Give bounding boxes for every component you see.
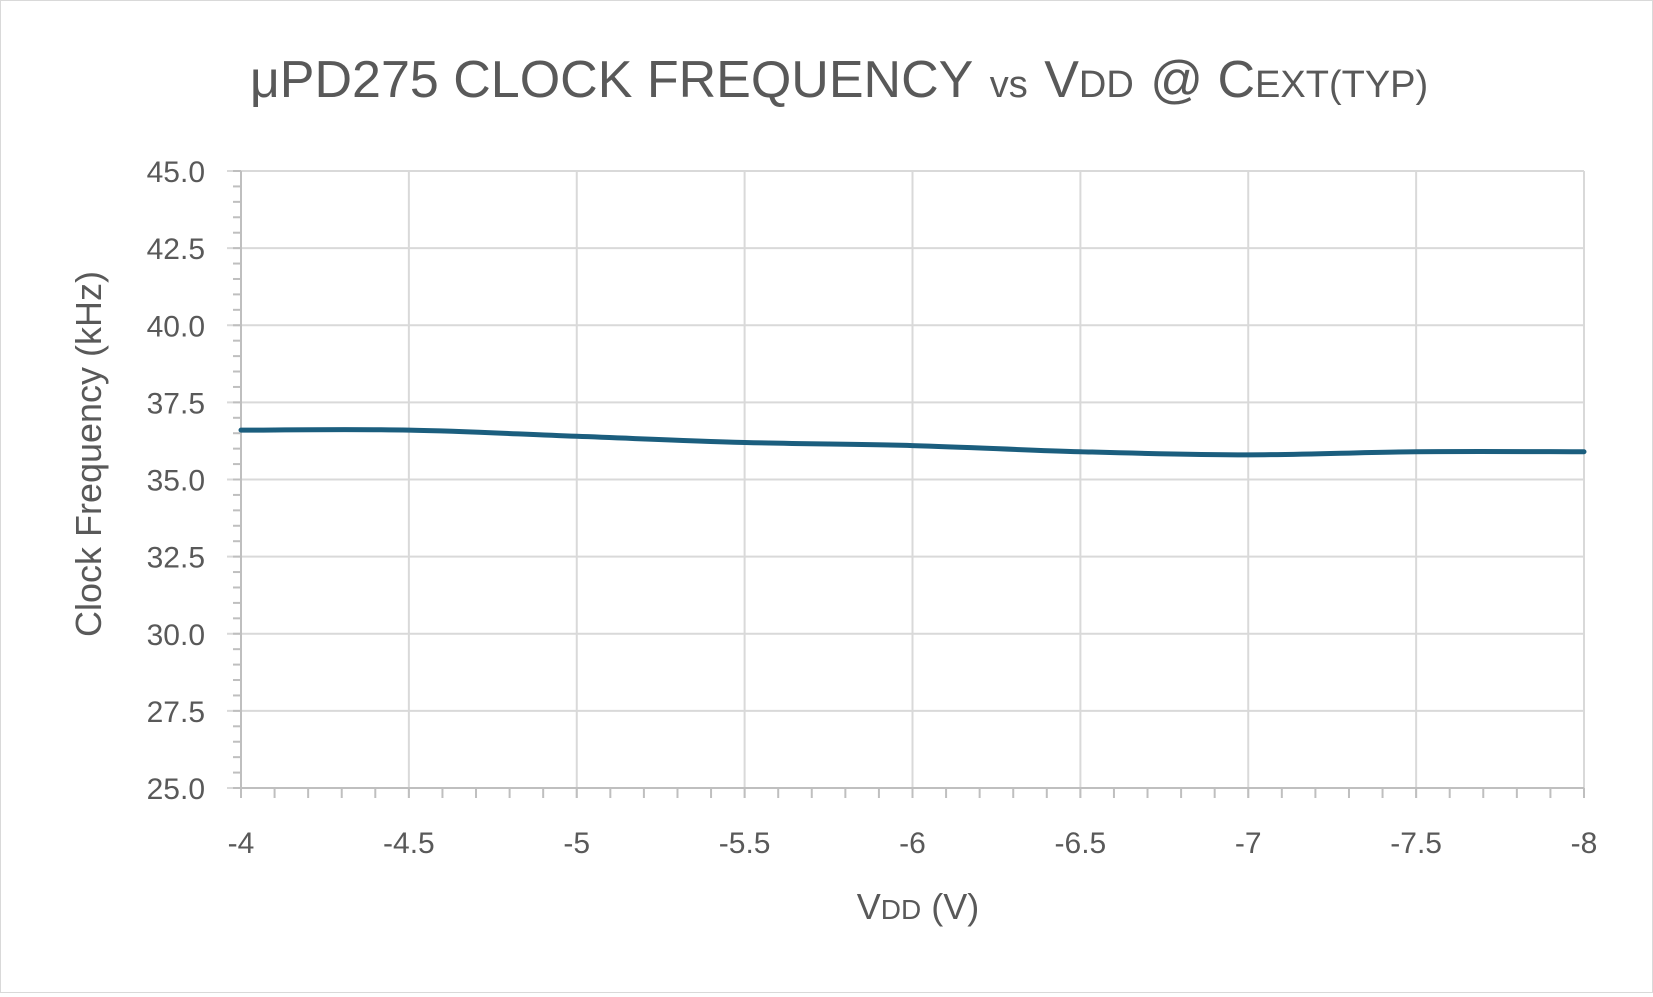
x-tick-label: -4.5 [383,827,435,860]
y-tick-label: 25.0 [147,773,205,806]
y-tick-label: 37.5 [147,387,205,420]
y-tick-label: 27.5 [147,696,205,729]
x-tick-label: -5.5 [719,827,771,860]
x-tick-label: -6.5 [1055,827,1107,860]
x-tick-label: -8 [1571,827,1598,860]
y-tick-label: 32.5 [147,542,205,575]
x-axis-title: VDD (V) [857,886,979,927]
x-tick-label: -7.5 [1390,827,1442,860]
y-tick-label: 40.0 [147,310,205,343]
x-tick-label: -6 [899,827,926,860]
y-tick-label: 30.0 [147,619,205,652]
x-tick-label: -4 [228,827,255,860]
y-axis-title: Clock Frequency (kHz) [68,271,109,637]
chart-title: μPD275 CLOCK FREQUENCY vs VDD @ CEXT(TYP… [250,51,1428,109]
x-tick-label: -7 [1235,827,1262,860]
tick-labels: 25.0 27.5 30.0 32.5 35.0 37.5 40.0 42.5 45.0 -4 -4… [147,156,1598,860]
x-tick-label: -5 [563,827,590,860]
y-tick-label: 35.0 [147,465,205,498]
y-tick-label: 45.0 [147,156,205,189]
y-tick-label: 42.5 [147,233,205,266]
axes [233,171,1584,798]
gridlines [227,171,1584,798]
